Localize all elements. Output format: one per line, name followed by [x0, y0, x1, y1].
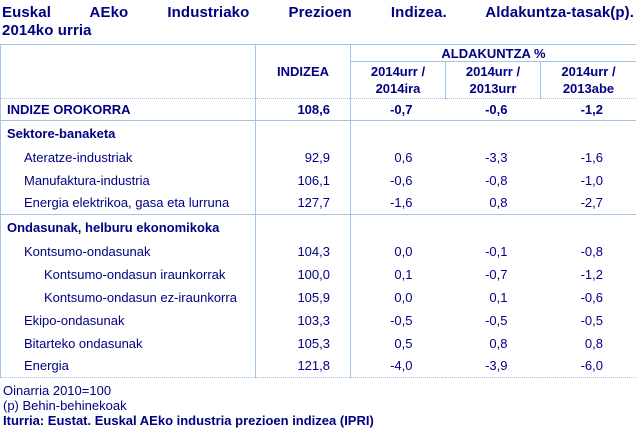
cell-change-3 — [541, 215, 636, 240]
page-title-line1: Euskal AEko Industriako Prezioen Indizea… — [2, 4, 634, 22]
cell-change-3 — [541, 121, 636, 146]
row-label: Ekipo-ondasunak — [1, 309, 256, 332]
table-row-capital-goods: Ekipo-ondasunak 103,3 -0,5 -0,5 -0,5 — [1, 309, 636, 332]
row-label: Energia elektrikoa, gasa eta lurruna — [1, 192, 256, 215]
table-row-section-goods: Ondasunak, helburu ekonomikoka — [1, 215, 636, 240]
cell-change-1: -1,6 — [351, 192, 446, 215]
header-row-group: INDIZEA ALDAKUNTZA % — [1, 45, 636, 62]
table-row-energy: Energia 121,8 -4,0 -3,9 -6,0 — [1, 355, 636, 378]
cell-change-2: 0,8 — [446, 192, 541, 215]
row-label: Ondasunak, helburu ekonomikoka — [1, 215, 256, 240]
cell-indizea — [256, 215, 351, 240]
footnote-provisional: (p) Behin-behinekoak — [3, 398, 633, 413]
cell-change-1 — [351, 215, 446, 240]
cell-change-3: -1,0 — [541, 169, 636, 192]
page-title-line2: 2014ko urria — [2, 22, 634, 40]
cell-change-1: -4,0 — [351, 355, 446, 378]
row-label: INDIZE OROKORRA — [1, 99, 256, 121]
cell-change-1 — [351, 121, 446, 146]
table-row-general-index: INDIZE OROKORRA 108,6 -0,7 -0,6 -1,2 — [1, 99, 636, 121]
cell-change-2: -3,9 — [446, 355, 541, 378]
cell-indizea: 105,3 — [256, 332, 351, 355]
cell-indizea: 104,3 — [256, 240, 351, 263]
cell-indizea: 100,0 — [256, 263, 351, 286]
cell-change-3: -1,2 — [541, 99, 636, 121]
cell-indizea: 106,1 — [256, 169, 351, 192]
header-cell-period-2: 2014urr / 2013urr — [446, 62, 541, 99]
cell-change-2: 0,1 — [446, 286, 541, 309]
header-cell-period-3: 2014urr / 2013abe — [541, 62, 636, 99]
cell-change-1: 0,5 — [351, 332, 446, 355]
table-row-consumer-goods: Kontsumo-ondasunak 104,3 0,0 -0,1 -0,8 — [1, 240, 636, 263]
footnote-base: Oinarria 2010=100 — [3, 383, 633, 398]
table-row-intermediate-goods: Bitarteko ondasunak 105,3 0,5 0,8 0,8 — [1, 332, 636, 355]
cell-indizea: 127,7 — [256, 192, 351, 215]
header-cell-aldakuntza-group: ALDAKUNTZA % — [351, 45, 636, 62]
cell-change-3: 0,8 — [541, 332, 636, 355]
row-label: Ateratze-industriak — [1, 146, 256, 169]
period-2-top: 2014urr / — [446, 63, 540, 80]
cell-indizea: 103,3 — [256, 309, 351, 332]
row-label: Kontsumo-ondasun iraunkorrak — [1, 263, 256, 286]
period-3-top: 2014urr / — [541, 63, 636, 80]
table-row-nondurable-consumer-goods: Kontsumo-ondasun ez-iraunkorra 105,9 0,0… — [1, 286, 636, 309]
cell-change-3: -0,6 — [541, 286, 636, 309]
cell-change-2: 0,8 — [446, 332, 541, 355]
period-3-bottom: 2013abe — [541, 80, 636, 97]
table-footnotes: Oinarria 2010=100 (p) Behin-behinekoak I… — [0, 378, 636, 428]
cell-change-3: -0,8 — [541, 240, 636, 263]
header-cell-indizea: INDIZEA — [256, 45, 351, 99]
header-cell-empty — [1, 45, 256, 99]
cell-change-2: -3,3 — [446, 146, 541, 169]
cell-change-3: -1,2 — [541, 263, 636, 286]
row-label: Kontsumo-ondasunak — [1, 240, 256, 263]
cell-change-2: -0,5 — [446, 309, 541, 332]
page-title: Euskal AEko Industriako Prezioen Indizea… — [0, 0, 636, 40]
period-2-bottom: 2013urr — [446, 80, 540, 97]
cell-indizea: 108,6 — [256, 99, 351, 121]
footnote-source: Iturria: Eustat. Euskal AEko industria p… — [3, 413, 633, 428]
period-1-top: 2014urr / — [351, 63, 445, 80]
table-row-durable-consumer-goods: Kontsumo-ondasun iraunkorrak 100,0 0,1 -… — [1, 263, 636, 286]
cell-change-2: -0,8 — [446, 169, 541, 192]
row-label: Kontsumo-ondasun ez-iraunkorra — [1, 286, 256, 309]
cell-change-1: -0,7 — [351, 99, 446, 121]
cell-indizea: 121,8 — [256, 355, 351, 378]
cell-indizea: 105,9 — [256, 286, 351, 309]
cell-change-2 — [446, 215, 541, 240]
table-row-manufacturing: Manufaktura-industria 106,1 -0,6 -0,8 -1… — [1, 169, 636, 192]
cell-change-3: -2,7 — [541, 192, 636, 215]
table-row-energy-gas-steam: Energia elektrikoa, gasa eta lurruna 127… — [1, 192, 636, 215]
cell-change-1: -0,6 — [351, 169, 446, 192]
cell-change-2 — [446, 121, 541, 146]
row-label: Energia — [1, 355, 256, 378]
period-1-bottom: 2014ira — [351, 80, 445, 97]
header-cell-period-1: 2014urr / 2014ira — [351, 62, 446, 99]
cell-indizea — [256, 121, 351, 146]
cell-change-1: 0,0 — [351, 286, 446, 309]
cell-change-2: -0,7 — [446, 263, 541, 286]
cell-change-3: -6,0 — [541, 355, 636, 378]
row-label: Sektore-banaketa — [1, 121, 256, 146]
table-row-section-sectors: Sektore-banaketa — [1, 121, 636, 146]
cell-change-1: 0,6 — [351, 146, 446, 169]
row-label: Bitarteko ondasunak — [1, 332, 256, 355]
cell-indizea: 92,9 — [256, 146, 351, 169]
row-label: Manufaktura-industria — [1, 169, 256, 192]
table-row-extractive: Ateratze-industriak 92,9 0,6 -3,3 -1,6 — [1, 146, 636, 169]
cell-change-1: 0,1 — [351, 263, 446, 286]
cell-change-2: -0,1 — [446, 240, 541, 263]
cell-change-3: -0,5 — [541, 309, 636, 332]
cell-change-2: -0,6 — [446, 99, 541, 121]
price-index-table: INDIZEA ALDAKUNTZA % 2014urr / 2014ira 2… — [0, 44, 636, 378]
cell-change-3: -1,6 — [541, 146, 636, 169]
cell-change-1: 0,0 — [351, 240, 446, 263]
cell-change-1: -0,5 — [351, 309, 446, 332]
